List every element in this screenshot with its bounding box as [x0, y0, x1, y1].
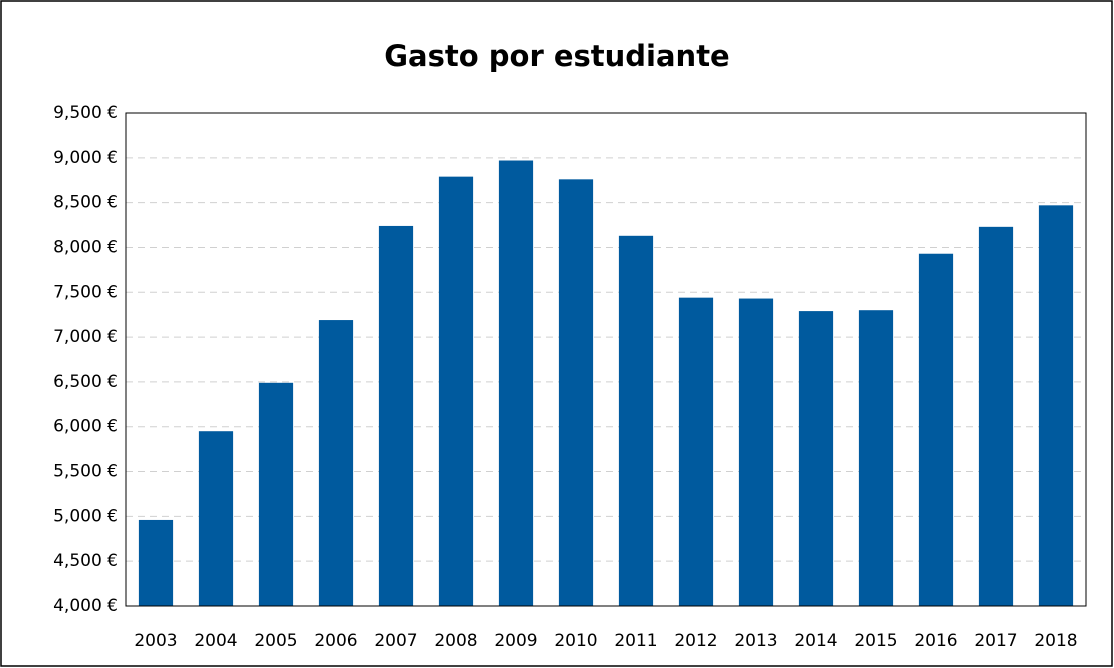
x-tick-label: 2007 — [374, 631, 417, 651]
bar — [738, 298, 774, 606]
bar — [1038, 205, 1074, 607]
bar — [678, 297, 714, 606]
bar — [618, 235, 654, 606]
plot-border — [125, 112, 1087, 607]
x-tick-label: 2006 — [314, 631, 357, 651]
bar — [798, 311, 834, 606]
bar — [918, 253, 954, 606]
bar — [558, 179, 594, 606]
bar — [858, 310, 894, 606]
x-tick-label: 2009 — [494, 631, 537, 651]
y-tick-label: 4,000 € — [53, 596, 118, 616]
x-tick-label: 2017 — [974, 631, 1017, 651]
x-tick-label: 2013 — [734, 631, 777, 651]
y-tick-label: 5,500 € — [53, 462, 118, 482]
x-tick-label: 2012 — [674, 631, 717, 651]
y-tick-label: 9,000 € — [53, 148, 118, 168]
bar — [438, 176, 474, 606]
y-tick-label: 8,500 € — [53, 193, 118, 213]
x-tick-label: 2014 — [794, 631, 837, 651]
bar — [138, 519, 174, 606]
x-tick-label: 2018 — [1034, 631, 1077, 651]
bar — [258, 382, 294, 606]
y-tick-label: 8,000 € — [53, 237, 118, 257]
bar — [318, 320, 354, 606]
bar — [198, 431, 234, 606]
y-tick-label: 7,000 € — [53, 327, 118, 347]
x-tick-label: 2005 — [254, 631, 297, 651]
bar — [978, 226, 1014, 606]
x-tick-label: 2003 — [134, 631, 177, 651]
x-tick-label: 2015 — [854, 631, 897, 651]
x-tick-label: 2010 — [554, 631, 597, 651]
bar — [498, 160, 534, 607]
x-tick-label: 2016 — [914, 631, 957, 651]
y-tick-label: 4,500 € — [53, 551, 118, 571]
bar — [378, 225, 414, 606]
x-tick-label: 2008 — [434, 631, 477, 651]
x-tick-label: 2004 — [194, 631, 237, 651]
y-tick-label: 9,500 € — [53, 103, 118, 123]
y-tick-label: 6,000 € — [53, 417, 118, 437]
y-tick-label: 6,500 € — [53, 372, 118, 392]
y-tick-label: 5,000 € — [53, 506, 118, 526]
y-tick-label: 7,500 € — [53, 282, 118, 302]
x-tick-label: 2011 — [614, 631, 657, 651]
chart-title: Gasto por estudiante — [384, 39, 729, 73]
